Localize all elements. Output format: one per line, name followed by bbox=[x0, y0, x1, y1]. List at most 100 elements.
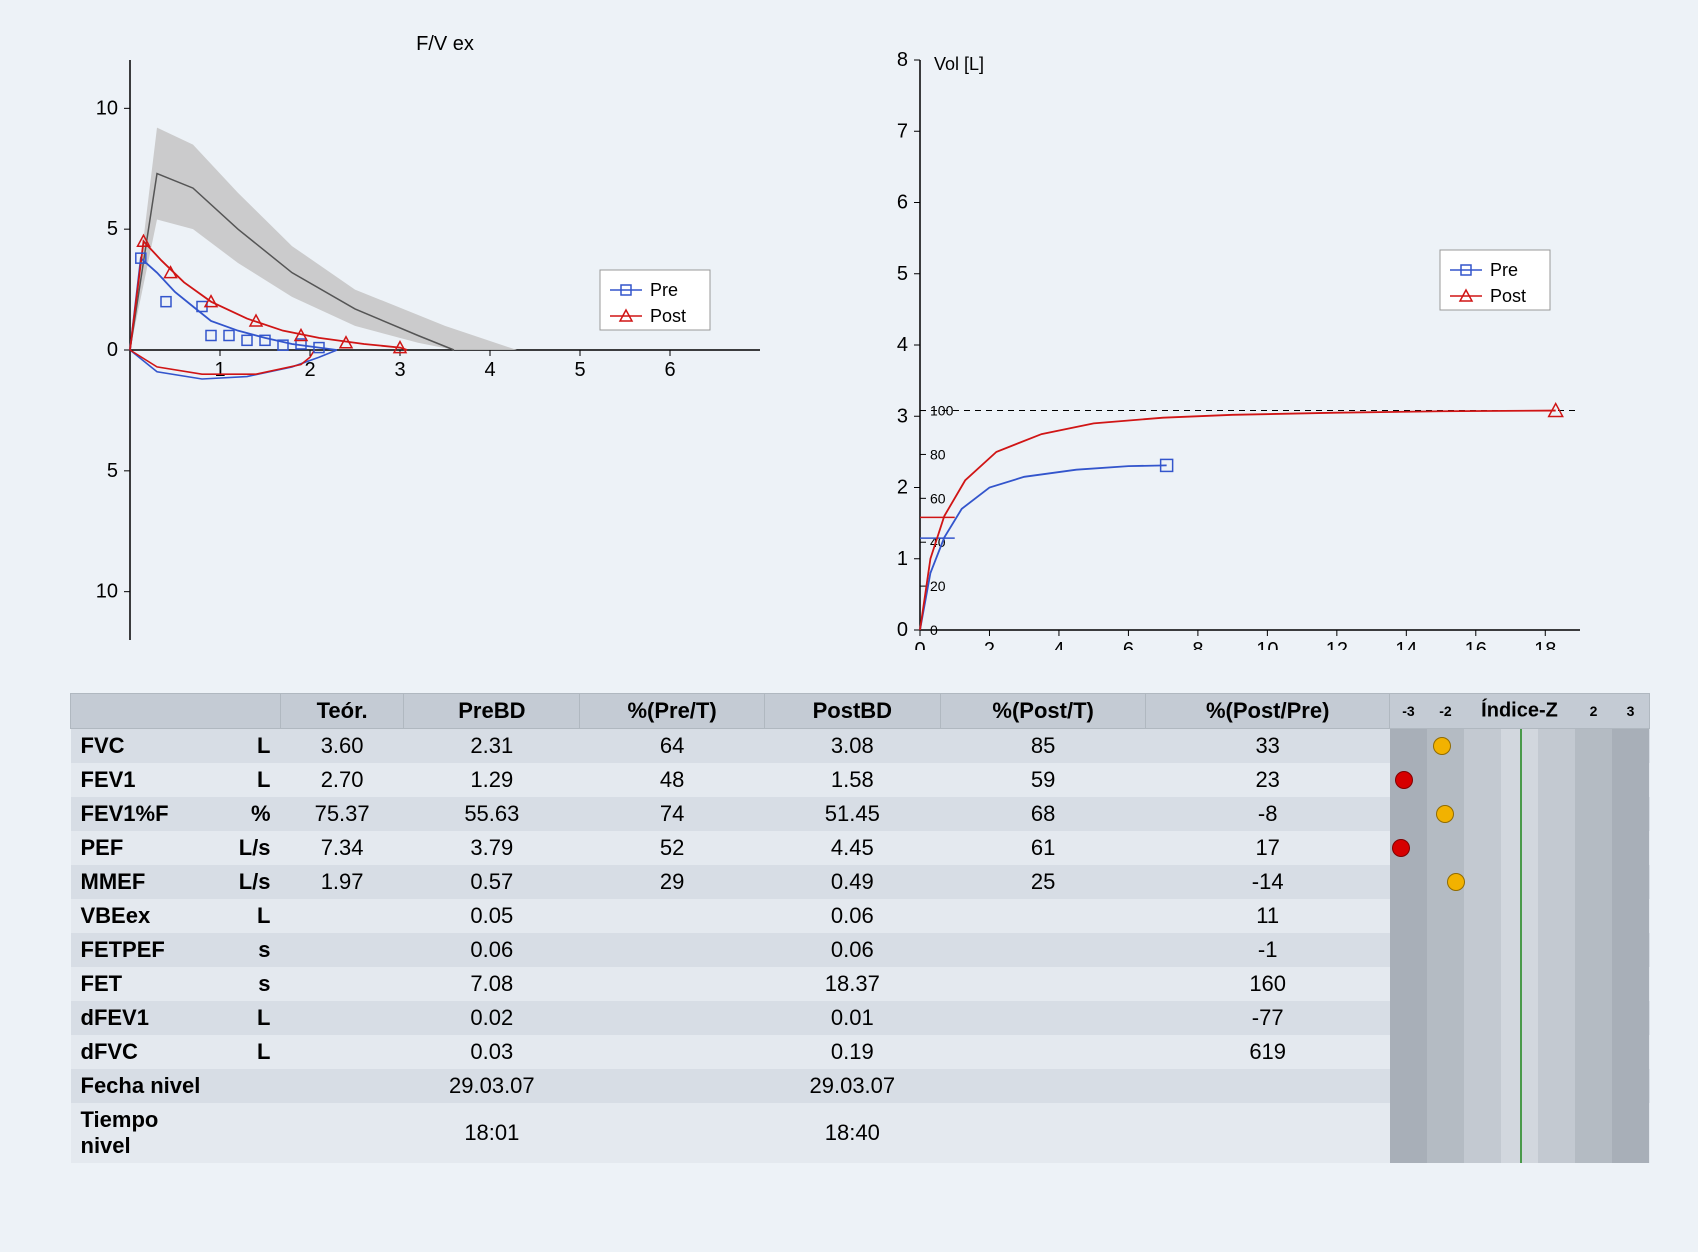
value-cell bbox=[580, 967, 764, 1001]
value-cell: -8 bbox=[1146, 797, 1390, 831]
svg-text:2: 2 bbox=[984, 639, 995, 650]
table-row: Fecha nivel 29.03.07 29.03.07 bbox=[71, 1069, 1650, 1103]
svg-text:10: 10 bbox=[1256, 639, 1278, 650]
svg-text:Pre: Pre bbox=[1490, 260, 1518, 280]
flow-volume-chart: F/V ex1050510123456PrePost bbox=[40, 30, 780, 653]
value-cell bbox=[281, 933, 404, 967]
value-cell: 3.79 bbox=[404, 831, 580, 865]
svg-text:4: 4 bbox=[897, 334, 908, 356]
value-cell: 51.45 bbox=[764, 797, 940, 831]
value-cell bbox=[1146, 1103, 1390, 1163]
table-row: FEV1L2.701.29481.585923 bbox=[71, 763, 1650, 797]
svg-text:5: 5 bbox=[574, 359, 585, 381]
svg-text:2: 2 bbox=[897, 477, 908, 499]
table-row: FETPEFs0.060.06-1 bbox=[71, 933, 1650, 967]
value-cell: 52 bbox=[580, 831, 764, 865]
param-unit: L/s bbox=[221, 865, 281, 899]
value-cell: 0.03 bbox=[404, 1035, 580, 1069]
value-cell bbox=[940, 899, 1145, 933]
z-index-cell bbox=[1390, 1001, 1650, 1035]
value-cell: 18:40 bbox=[764, 1103, 940, 1163]
svg-text:14: 14 bbox=[1395, 639, 1417, 650]
param-name: Tiempo nivel bbox=[71, 1103, 221, 1163]
value-cell: 29.03.07 bbox=[764, 1069, 940, 1103]
param-unit: L bbox=[221, 763, 281, 797]
value-cell: 0.06 bbox=[764, 899, 940, 933]
svg-text:7: 7 bbox=[897, 120, 908, 142]
param-unit: % bbox=[221, 797, 281, 831]
svg-text:20: 20 bbox=[930, 578, 946, 594]
value-cell: 75.37 bbox=[281, 797, 404, 831]
results-table-container: Teór.PreBD%(Pre/T)PostBD%(Post/T)%(Post/… bbox=[70, 693, 1658, 1163]
table-row: Tiempo nivel 18:01 18:40 bbox=[71, 1103, 1650, 1163]
z-index-cell bbox=[1390, 967, 1650, 1001]
param-unit: L bbox=[221, 1035, 281, 1069]
param-name: FEV1 bbox=[71, 763, 221, 797]
svg-text:0: 0 bbox=[914, 639, 925, 650]
table-row: PEFL/s7.343.79524.456117 bbox=[71, 831, 1650, 865]
col-header: %(Post/Pre) bbox=[1146, 694, 1390, 729]
svg-text:F/V ex: F/V ex bbox=[416, 33, 474, 55]
svg-text:Pre: Pre bbox=[650, 280, 678, 300]
svg-text:6: 6 bbox=[1123, 639, 1134, 650]
value-cell bbox=[281, 967, 404, 1001]
value-cell: 29.03.07 bbox=[404, 1069, 580, 1103]
value-cell: 29 bbox=[580, 865, 764, 899]
value-cell bbox=[580, 1069, 764, 1103]
svg-text:8: 8 bbox=[1192, 639, 1203, 650]
param-name: MMEF bbox=[71, 865, 221, 899]
value-cell: 0.01 bbox=[764, 1001, 940, 1035]
param-unit: s bbox=[221, 967, 281, 1001]
z-index-cell bbox=[1390, 865, 1650, 899]
value-cell bbox=[940, 933, 1145, 967]
svg-text:1: 1 bbox=[897, 548, 908, 570]
value-cell bbox=[940, 967, 1145, 1001]
value-cell: 85 bbox=[940, 729, 1145, 764]
param-name: PEF bbox=[71, 831, 221, 865]
param-unit: L/s bbox=[221, 831, 281, 865]
value-cell: 17 bbox=[1146, 831, 1390, 865]
svg-text:0: 0 bbox=[930, 622, 938, 638]
value-cell: 61 bbox=[940, 831, 1145, 865]
svg-text:80: 80 bbox=[930, 446, 946, 462]
svg-text:4: 4 bbox=[484, 359, 495, 381]
col-header: %(Pre/T) bbox=[580, 694, 764, 729]
value-cell bbox=[1146, 1069, 1390, 1103]
param-name: FET bbox=[71, 967, 221, 1001]
value-cell: 2.31 bbox=[404, 729, 580, 764]
svg-text:4: 4 bbox=[1053, 639, 1064, 650]
table-row: MMEFL/s1.970.57290.4925-14 bbox=[71, 865, 1650, 899]
value-cell: 74 bbox=[580, 797, 764, 831]
svg-text:5: 5 bbox=[107, 218, 118, 240]
svg-text:6: 6 bbox=[664, 359, 675, 381]
z-index-cell bbox=[1390, 831, 1650, 865]
value-cell: 0.06 bbox=[404, 933, 580, 967]
value-cell: 0.05 bbox=[404, 899, 580, 933]
svg-text:0: 0 bbox=[107, 339, 118, 361]
z-index-cell bbox=[1390, 1035, 1650, 1069]
value-cell: -1 bbox=[1146, 933, 1390, 967]
value-cell bbox=[281, 899, 404, 933]
param-name: FETPEF bbox=[71, 933, 221, 967]
value-cell: 619 bbox=[1146, 1035, 1390, 1069]
param-unit bbox=[221, 1069, 281, 1103]
param-name: FVC bbox=[71, 729, 221, 764]
value-cell bbox=[940, 1035, 1145, 1069]
table-row: FVCL3.602.31643.088533 bbox=[71, 729, 1650, 764]
table-row: FETs7.0818.37160 bbox=[71, 967, 1650, 1001]
z-index-cell bbox=[1390, 1069, 1650, 1103]
param-name: Fecha nivel bbox=[71, 1069, 221, 1103]
col-header: %(Post/T) bbox=[940, 694, 1145, 729]
value-cell: 18:01 bbox=[404, 1103, 580, 1163]
value-cell: 55.63 bbox=[404, 797, 580, 831]
z-index-cell bbox=[1390, 797, 1650, 831]
value-cell: 0.57 bbox=[404, 865, 580, 899]
param-name: dFEV1 bbox=[71, 1001, 221, 1035]
param-unit: s bbox=[221, 933, 281, 967]
param-name: dFVC bbox=[71, 1035, 221, 1069]
value-cell: 4.45 bbox=[764, 831, 940, 865]
z-index-cell bbox=[1390, 933, 1650, 967]
param-unit: L bbox=[221, 1001, 281, 1035]
volume-time-chart: Vol [L]012345678020406080100024681012141… bbox=[840, 30, 1630, 653]
param-unit: L bbox=[221, 729, 281, 764]
